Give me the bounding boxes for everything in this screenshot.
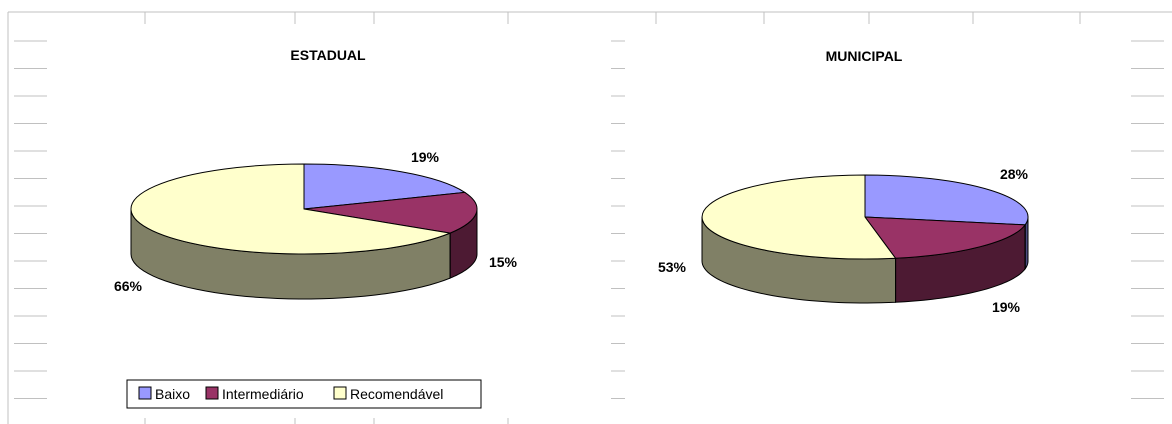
legend-label-intermediario: Intermediário (222, 386, 304, 402)
estadual-pie-chart: ESTADUAL 19% 15% 66% (114, 47, 518, 300)
legend-swatch-intermediario (205, 386, 219, 400)
pie-slice-intermediario (863, 216, 1027, 259)
pie-slice-recomendavel (701, 174, 897, 260)
legend: Baixo Intermediário Recomendável (126, 379, 482, 409)
spreadsheet-gridlines (7, 11, 1172, 424)
legend-label-recomendavel: Recomendável (350, 386, 443, 402)
legend-swatch-baixo (138, 386, 152, 400)
estadual-label-recomendavel: 66% (114, 278, 143, 294)
estadual-label-intermediario: 15% (489, 254, 518, 270)
municipal-label-baixo: 28% (1000, 166, 1029, 182)
pie-slice-intermediario (303, 191, 478, 234)
pie-slice-baixo (864, 174, 1029, 226)
pie-slice-baixo (303, 163, 467, 210)
legend-box (126, 379, 482, 409)
legend-label-baixo: Baixo (155, 386, 190, 402)
municipal-label-intermediario: 19% (992, 299, 1021, 315)
estadual-label-baixo: 19% (411, 149, 440, 165)
municipal-label-recomendavel: 53% (658, 259, 687, 275)
legend-swatch-recomendavel (333, 386, 347, 400)
municipal-title: MUNICIPAL (826, 48, 903, 64)
pie-slice-recomendavel (130, 163, 452, 255)
municipal-pie-chart: MUNICIPAL 28% 19% 53% (658, 48, 1029, 315)
estadual-title: ESTADUAL (290, 47, 366, 63)
